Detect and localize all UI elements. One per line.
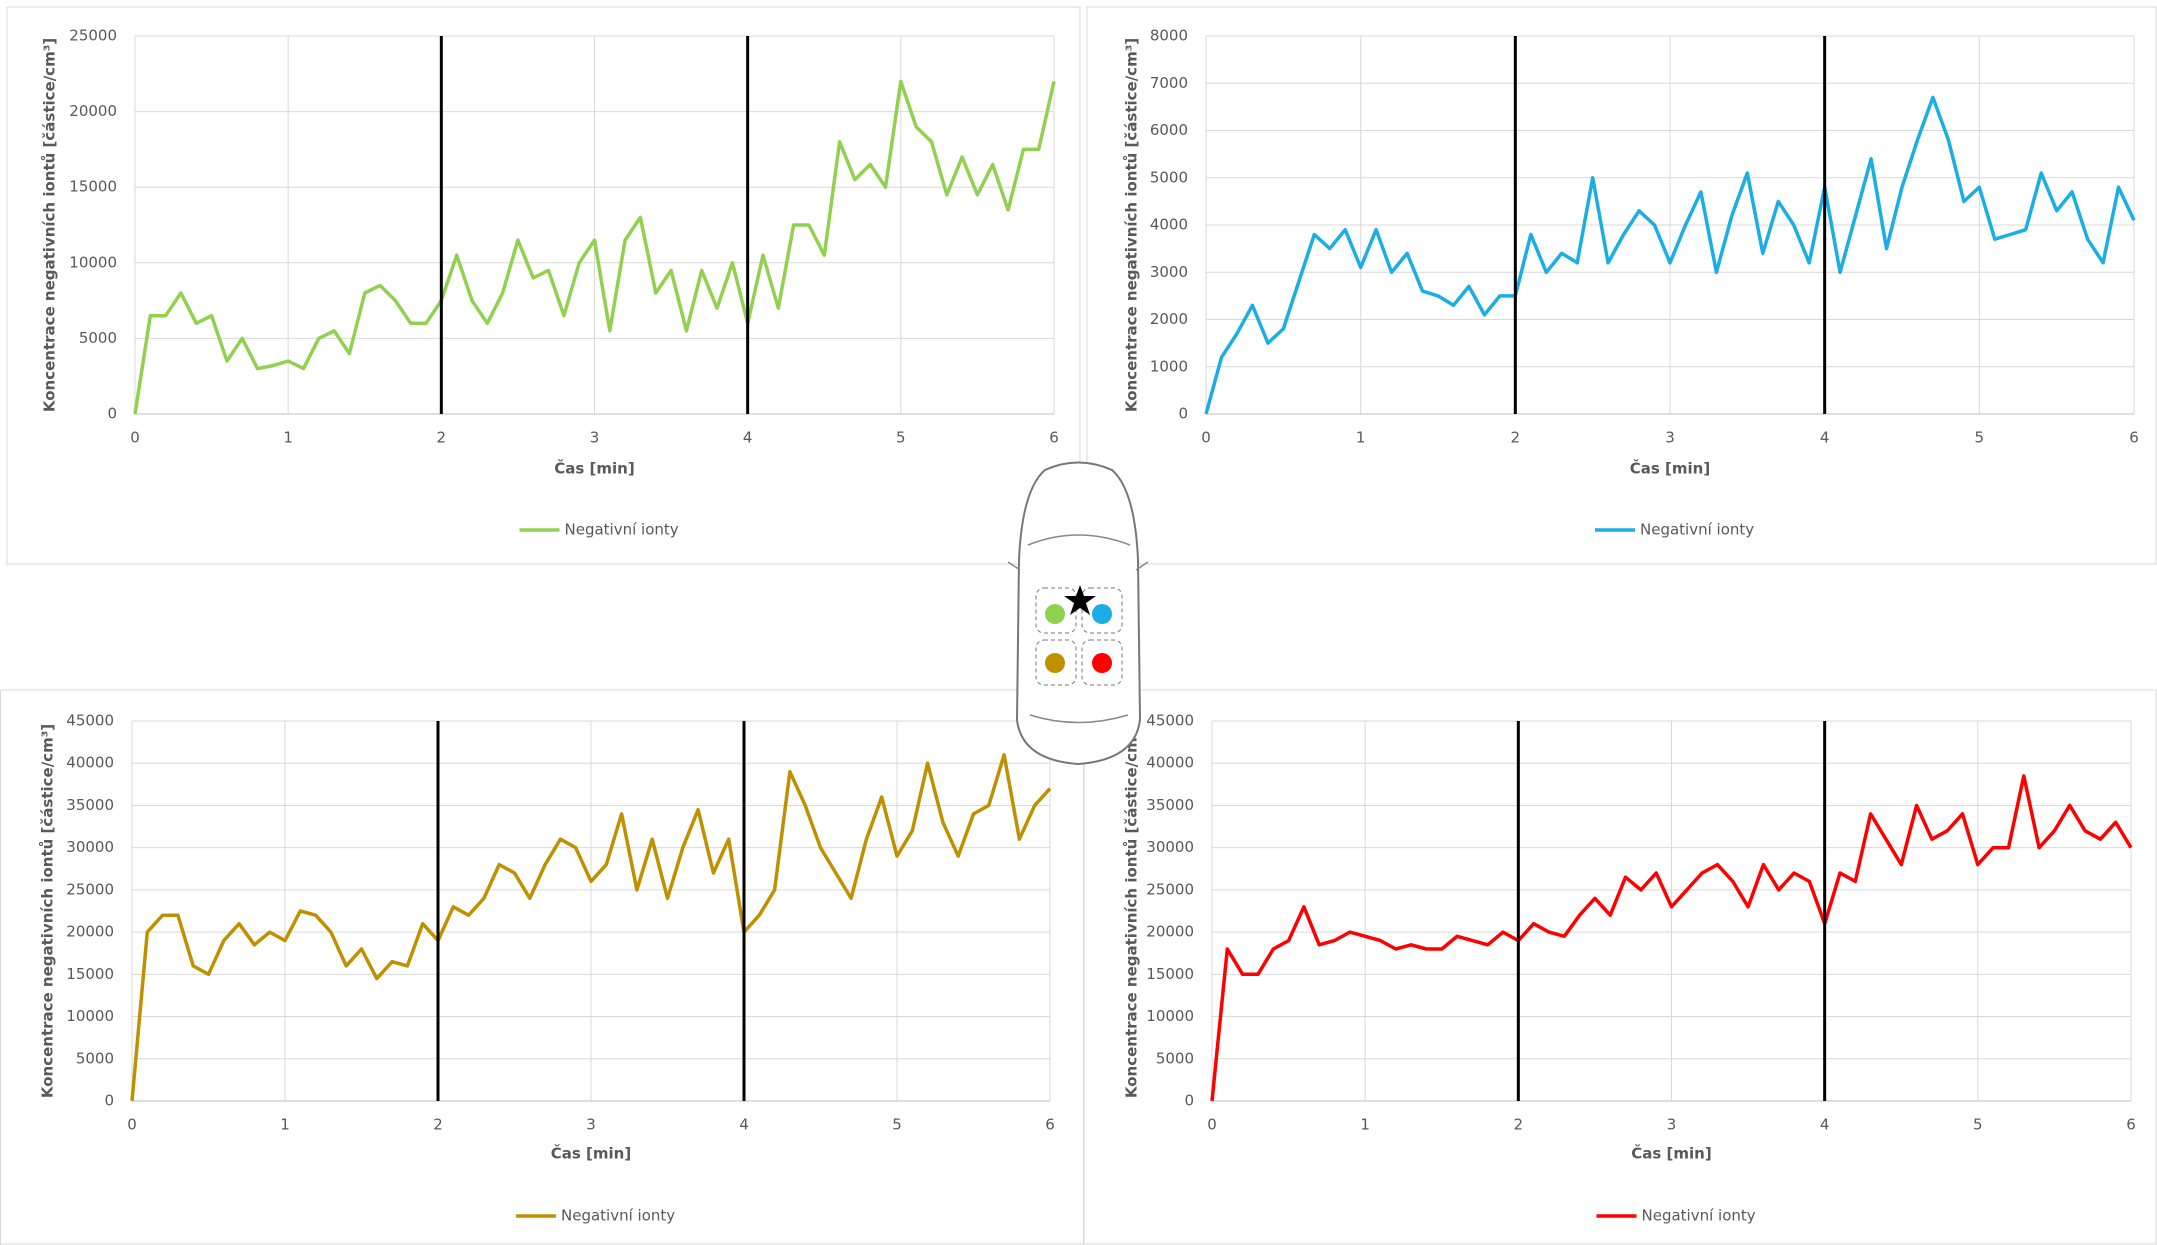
x-tick-label: 0	[1207, 1116, 1217, 1134]
x-tick-label: 4	[743, 429, 753, 447]
y-tick-label: 40000	[66, 754, 114, 772]
y-tick-label: 6000	[1150, 121, 1188, 139]
panel-frame	[0, 689, 1084, 1245]
y-axis-title: Koncentrace negativních iontů [částice/c…	[41, 38, 59, 412]
y-tick-label: 10000	[69, 253, 117, 271]
data-line	[133, 79, 1056, 415]
panel-frame	[1083, 689, 2157, 1245]
y-tick-label: 10000	[66, 1007, 114, 1025]
y-tick-label: 45000	[66, 712, 114, 730]
y-tick-label: 0	[1184, 1092, 1194, 1110]
x-tick-label: 0	[130, 429, 140, 447]
x-tick-label: 1	[1360, 1116, 1370, 1134]
x-axis-title: Čas [min]	[554, 459, 634, 478]
y-tick-label: 0	[1178, 405, 1188, 423]
x-tick-label: 2	[1514, 1116, 1524, 1134]
y-tick-label: 20000	[1146, 923, 1194, 941]
y-axis-title: Koncentrace negativních iontů [částice/c…	[1123, 38, 1141, 412]
y-tick-label: 20000	[66, 923, 114, 941]
y-tick-label: 15000	[1146, 965, 1194, 983]
y-tick-label: 2000	[1150, 310, 1188, 328]
y-tick-label: 5000	[79, 329, 117, 347]
x-tick-label: 5	[896, 429, 906, 447]
data-line	[1210, 774, 2133, 1102]
y-tick-label: 30000	[1146, 838, 1194, 856]
x-axis-title: Čas [min]	[1631, 1144, 1711, 1163]
y-tick-label: 8000	[1150, 27, 1188, 45]
y-tick-label: 35000	[66, 796, 114, 814]
x-tick-label: 3	[1665, 429, 1675, 447]
panel-frame	[1086, 6, 2157, 565]
y-tick-label: 45000	[1146, 712, 1194, 730]
x-tick-label: 2	[1511, 429, 1521, 447]
y-tick-label: 5000	[1150, 168, 1188, 186]
data-line	[130, 753, 1052, 1102]
y-tick-label: 0	[104, 1092, 114, 1110]
legend-label: Negativní ionty	[565, 521, 679, 539]
y-tick-label: 5000	[1156, 1049, 1194, 1067]
y-tick-label: 1000	[1150, 357, 1188, 375]
x-axis-title: Čas [min]	[551, 1144, 631, 1163]
x-tick-label: 6	[1045, 1116, 1055, 1134]
y-tick-label: 7000	[1150, 74, 1188, 92]
legend-label: Negativní ionty	[1640, 521, 1754, 539]
y-tick-label: 3000	[1150, 263, 1188, 281]
panel-frame	[6, 6, 1081, 565]
x-tick-label: 1	[280, 1116, 290, 1134]
x-tick-label: 6	[2129, 429, 2139, 447]
x-tick-label: 2	[437, 429, 447, 447]
x-tick-label: 0	[127, 1116, 137, 1134]
legend-label: Negativní ionty	[1642, 1207, 1756, 1225]
car-diagram	[1007, 461, 1149, 766]
y-tick-label: 30000	[66, 838, 114, 856]
y-tick-label: 35000	[1146, 796, 1194, 814]
y-tick-label: 25000	[1146, 880, 1194, 898]
x-tick-label: 3	[590, 429, 600, 447]
x-tick-label: 1	[283, 429, 293, 447]
x-tick-label: 5	[892, 1116, 902, 1134]
data-line	[1204, 95, 2136, 415]
x-tick-label: 3	[586, 1116, 596, 1134]
x-tick-label: 2	[433, 1116, 443, 1134]
x-tick-label: 5	[1975, 429, 1985, 447]
y-tick-label: 0	[107, 405, 117, 423]
x-tick-label: 0	[1201, 429, 1211, 447]
legend-label: Negativní ionty	[561, 1207, 675, 1225]
y-tick-label: 5000	[76, 1049, 114, 1067]
x-tick-label: 4	[1820, 429, 1830, 447]
y-axis-title: Koncentrace negativních iontů [částice/c…	[1123, 724, 1141, 1098]
x-tick-label: 6	[1049, 429, 1059, 447]
y-tick-label: 25000	[69, 27, 117, 45]
y-tick-label: 25000	[66, 880, 114, 898]
x-tick-label: 3	[1667, 1116, 1677, 1134]
y-tick-label: 4000	[1150, 216, 1188, 234]
x-tick-label: 4	[739, 1116, 749, 1134]
x-tick-label: 5	[1973, 1116, 1983, 1134]
y-tick-label: 15000	[69, 178, 117, 196]
y-tick-label: 10000	[1146, 1007, 1194, 1025]
y-tick-label: 40000	[1146, 754, 1194, 772]
x-tick-label: 1	[1356, 429, 1366, 447]
x-tick-label: 6	[2126, 1116, 2136, 1134]
y-tick-label: 15000	[66, 965, 114, 983]
x-axis-title: Čas [min]	[1630, 459, 1710, 478]
y-tick-label: 20000	[69, 102, 117, 120]
y-axis-title: Koncentrace negativních iontů [částice/c…	[39, 724, 57, 1098]
x-tick-label: 4	[1820, 1116, 1830, 1134]
